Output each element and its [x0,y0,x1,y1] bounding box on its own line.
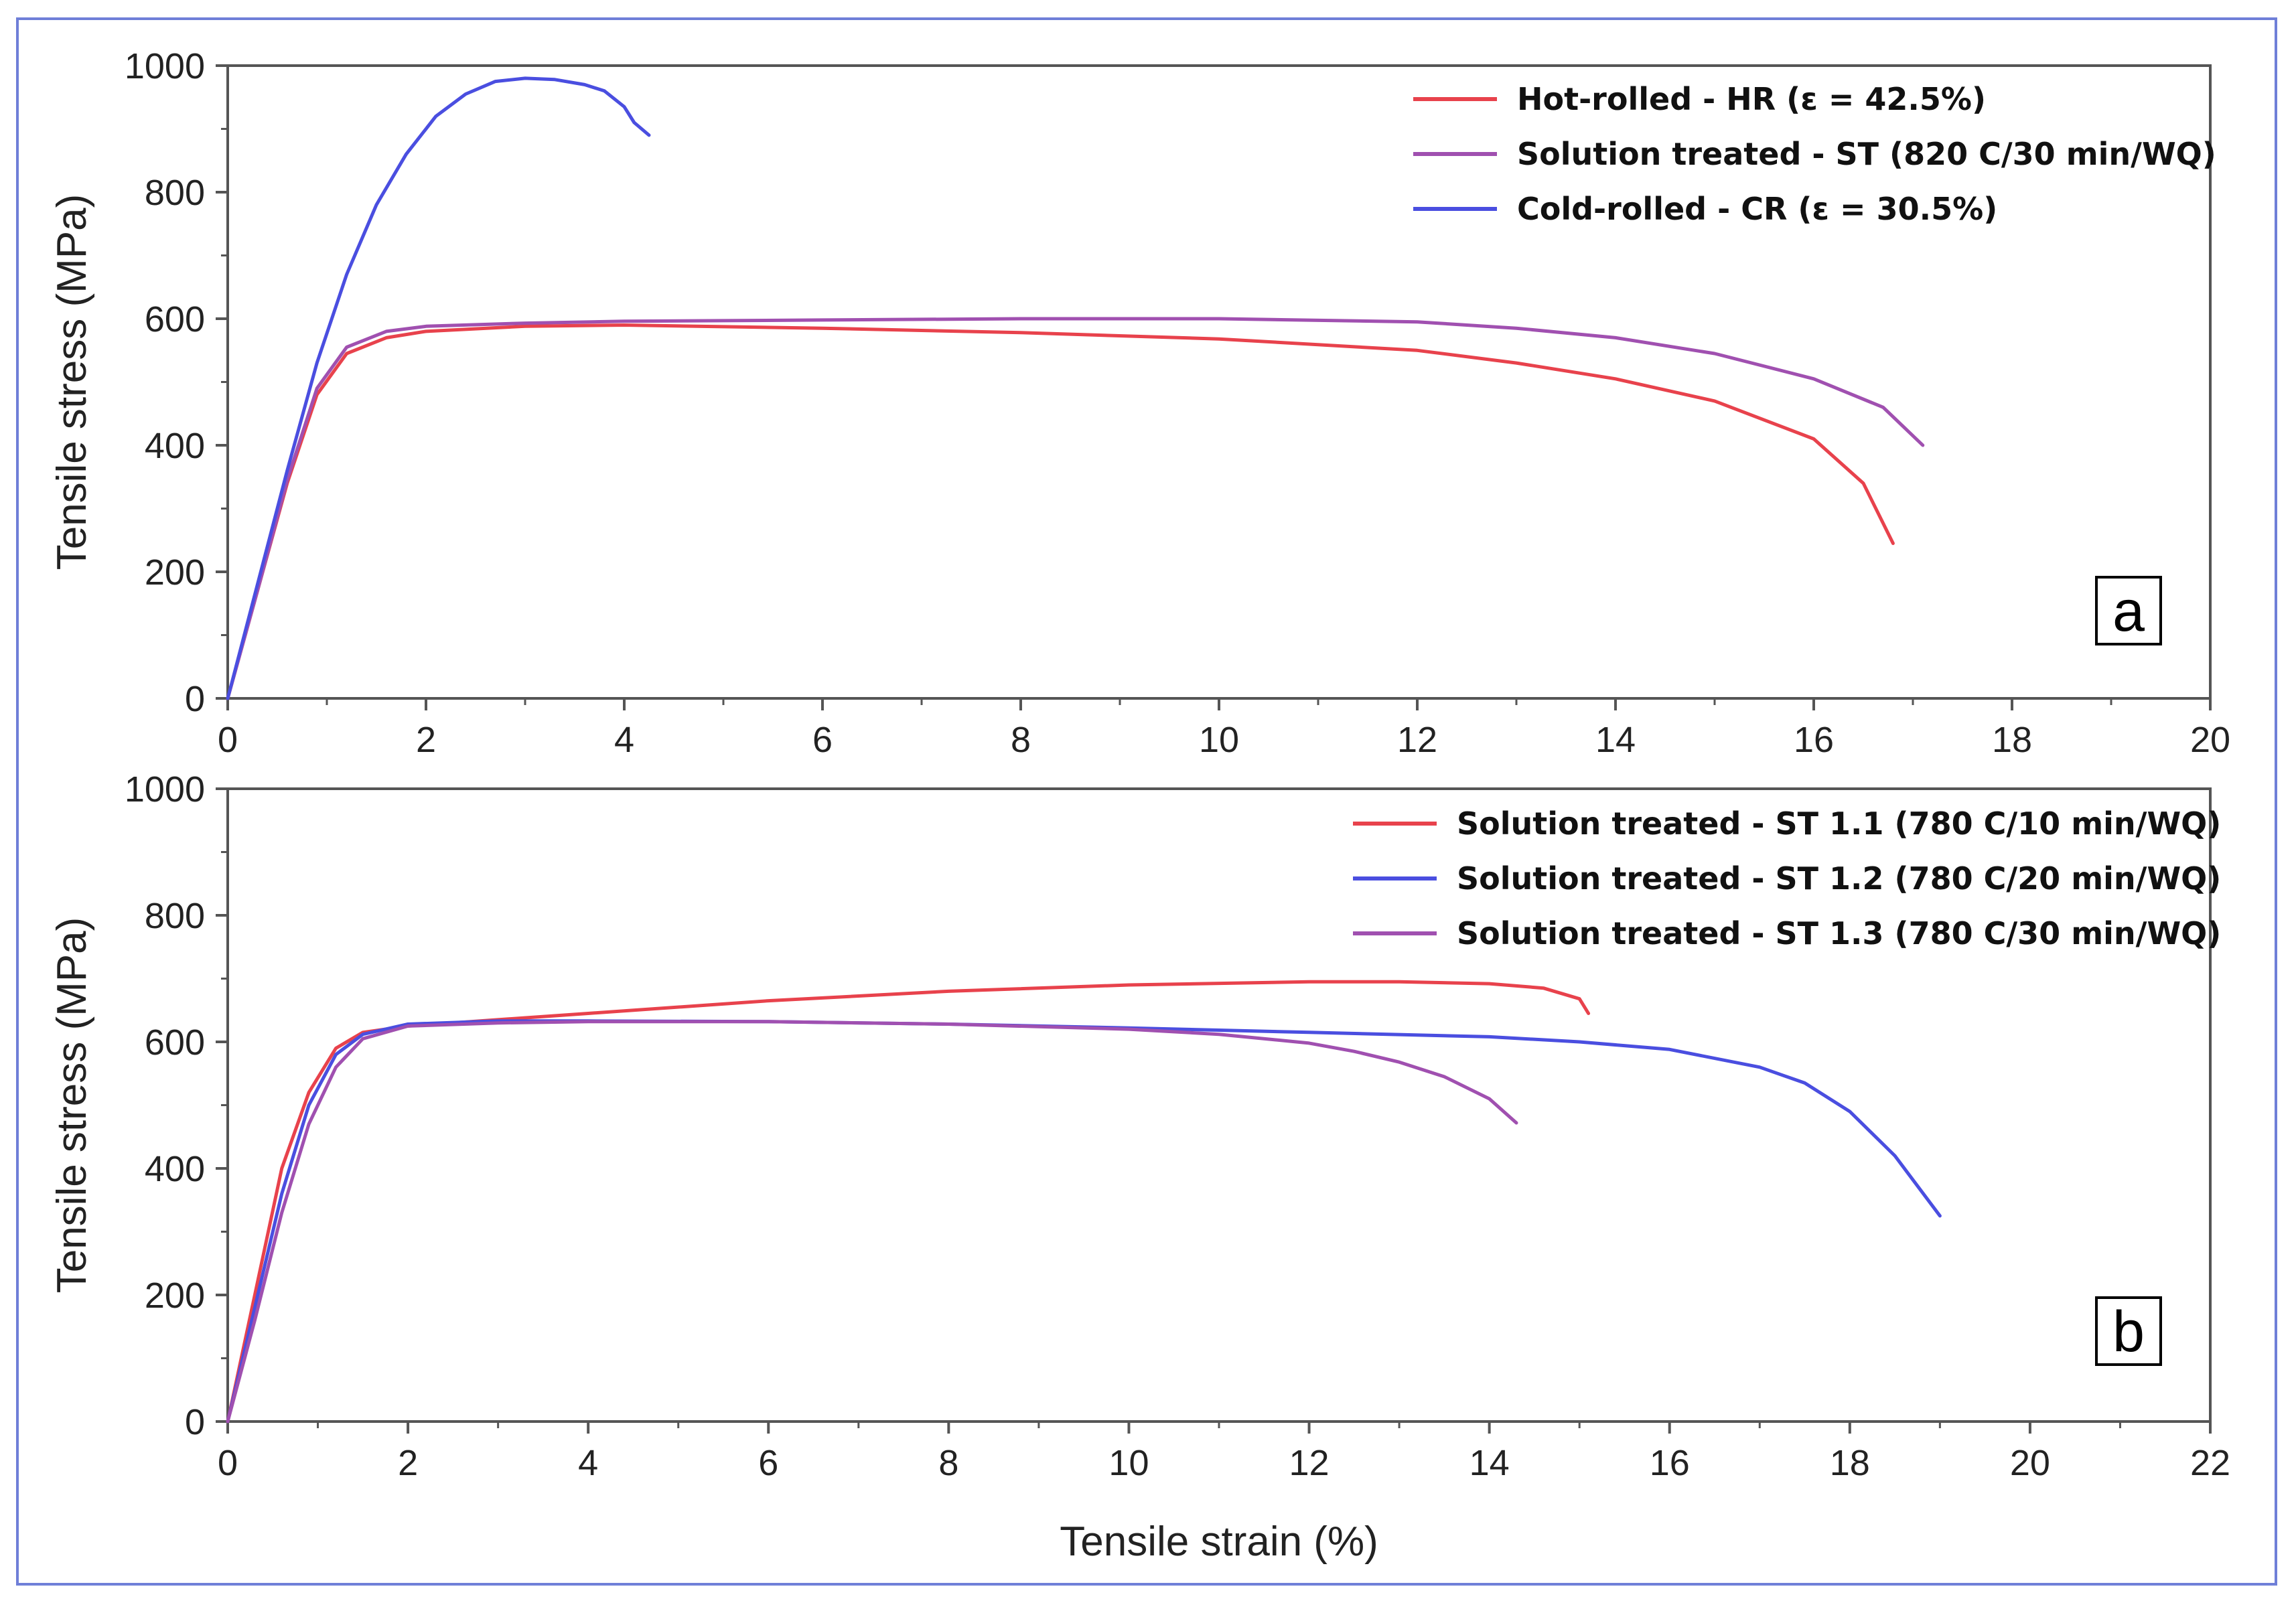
panel-b-legend-label-1: Solution treated - ST 1.1 (780 C/10 min/… [1457,806,2221,842]
panel-a-y-axis-title: Tensile stress (MPa) [49,194,95,570]
panel-b-x-tick-label: 6 [758,1443,778,1483]
panel-b-x-tick-label: 16 [1650,1443,1690,1483]
panel-a-x-tick-label: 20 [2190,720,2230,760]
panel-a-y-tick-label: 400 [145,426,205,466]
panel-a-y-tick-label: 600 [145,299,205,339]
panel-a-x-tick-label: 2 [416,720,436,760]
panel-a-series-line-3 [226,76,651,700]
panel-a-legend-label-1: Hot-rolled - HR (ε = 42.5%) [1517,81,1986,117]
panel-b-series-line-1 [226,980,1591,1424]
panel-b-x-tick-label: 8 [938,1443,958,1483]
panel-b-x-tick-label: 12 [1289,1443,1330,1483]
panel-b-x-tick-label: 14 [1469,1443,1510,1483]
panel-b-x-tick-label: 0 [218,1443,238,1483]
panel-a: 0 200 400 600 800 1000 0 2 4 6 8 10 12 14 16 18 20 Tensil… [49,46,2230,760]
panel-b-x-tick-label: 20 [2010,1443,2050,1483]
panel-b-legend-label-3: Solution treated - ST 1.3 (780 C/30 min/… [1457,915,2221,951]
panel-b-y-tick-label: 800 [145,896,205,936]
panel-a-x-tick-label: 12 [1397,720,1437,760]
panel-a-y-tick-label: 0 [185,679,205,719]
panel-b-y-tick-label: 0 [185,1402,205,1442]
panel-a-x-tick-label: 10 [1199,720,1239,760]
panel-a-x-tick-label: 18 [1992,720,2032,760]
panel-a-legend-label-3: Cold-rolled - CR (ε = 30.5%) [1517,191,1997,227]
panel-a-series-line-2 [226,317,1925,700]
panel-b-x-tick-label: 18 [1830,1443,1870,1483]
panel-b-series-line-2 [226,1019,1942,1424]
panel-a-x-tick-label: 8 [1011,720,1031,760]
panel-a-y-tick-label: 1000 [125,46,205,86]
panel-b-y-axis-title: Tensile stress (MPa) [49,917,95,1294]
panel-a-y-tick-label: 800 [145,173,205,213]
panel-a-x-tick-label: 16 [1794,720,1834,760]
panel-b-y-tick-label: 600 [145,1022,205,1063]
panel-a-x-tick-label: 14 [1595,720,1636,760]
panel-a-legend-label-2: Solution treated - ST (820 C/30 min/WQ) [1517,136,2216,172]
panel-b-y-tick-label: 1000 [125,769,205,810]
panel-a-x-tick-label: 0 [218,720,238,760]
panel-a-x-tick-label: 4 [614,720,634,760]
panel-b-x-tick-label: 4 [578,1443,598,1483]
panel-b-series-line-3 [226,1020,1518,1424]
figure-frame [16,17,2277,1586]
panel-b-x-tick-label: 2 [398,1443,418,1483]
panel-b-label: b [2112,1300,2145,1364]
panel-b-x-tick-label: 10 [1108,1443,1149,1483]
panel-a-label: a [2112,579,2145,643]
panel-b-y-tick-label: 400 [145,1149,205,1189]
panel-b: 0 200 400 600 800 1000 0 2 4 6 8 10 12 14 16 18 20 22 Tens… [49,769,2230,1565]
panel-b-x-axis-title: Tensile strain (%) [1060,1519,1378,1565]
panel-b-label-box [2095,1296,2162,1366]
panel-b-x-tick-label: 22 [2190,1443,2230,1483]
panel-b-legend-label-2: Solution treated - ST 1.2 (780 C/20 min/… [1457,860,2221,897]
panel-a-label-box [2095,576,2162,645]
panel-a-series-line-1 [226,323,1895,700]
panel-a-y-tick-label: 200 [145,552,205,593]
panel-b-y-tick-label: 200 [145,1276,205,1316]
panel-a-x-tick-label: 6 [812,720,833,760]
